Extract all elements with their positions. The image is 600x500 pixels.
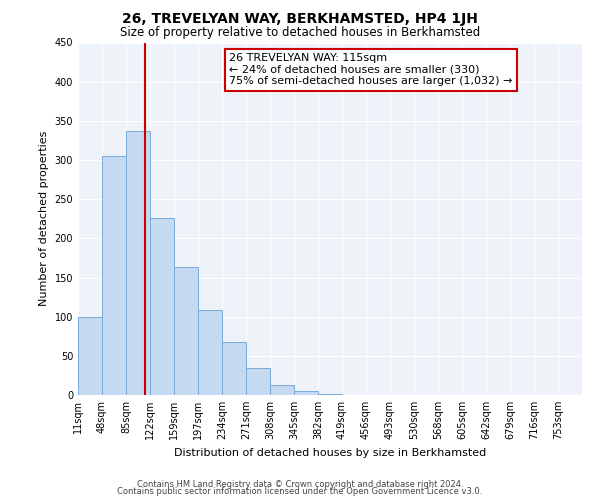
Bar: [246, 368, 270, 395]
Text: Size of property relative to detached houses in Berkhamsted: Size of property relative to detached ho…: [120, 26, 480, 39]
X-axis label: Distribution of detached houses by size in Berkhamsted: Distribution of detached houses by size …: [174, 448, 486, 458]
Text: Contains HM Land Registry data © Crown copyright and database right 2024.: Contains HM Land Registry data © Crown c…: [137, 480, 463, 489]
Text: Contains public sector information licensed under the Open Government Licence v3: Contains public sector information licen…: [118, 487, 482, 496]
Bar: [318, 394, 342, 395]
Bar: [78, 316, 102, 395]
Bar: [102, 156, 126, 395]
Y-axis label: Number of detached properties: Number of detached properties: [39, 131, 49, 306]
Bar: [270, 385, 294, 395]
Bar: [126, 131, 150, 395]
Bar: [222, 342, 246, 395]
Bar: [199, 310, 222, 395]
Bar: [150, 218, 174, 395]
Text: 26 TREVELYAN WAY: 115sqm
← 24% of detached houses are smaller (330)
75% of semi-: 26 TREVELYAN WAY: 115sqm ← 24% of detach…: [229, 53, 512, 86]
Text: 26, TREVELYAN WAY, BERKHAMSTED, HP4 1JH: 26, TREVELYAN WAY, BERKHAMSTED, HP4 1JH: [122, 12, 478, 26]
Bar: [174, 268, 197, 395]
Bar: [294, 391, 318, 395]
